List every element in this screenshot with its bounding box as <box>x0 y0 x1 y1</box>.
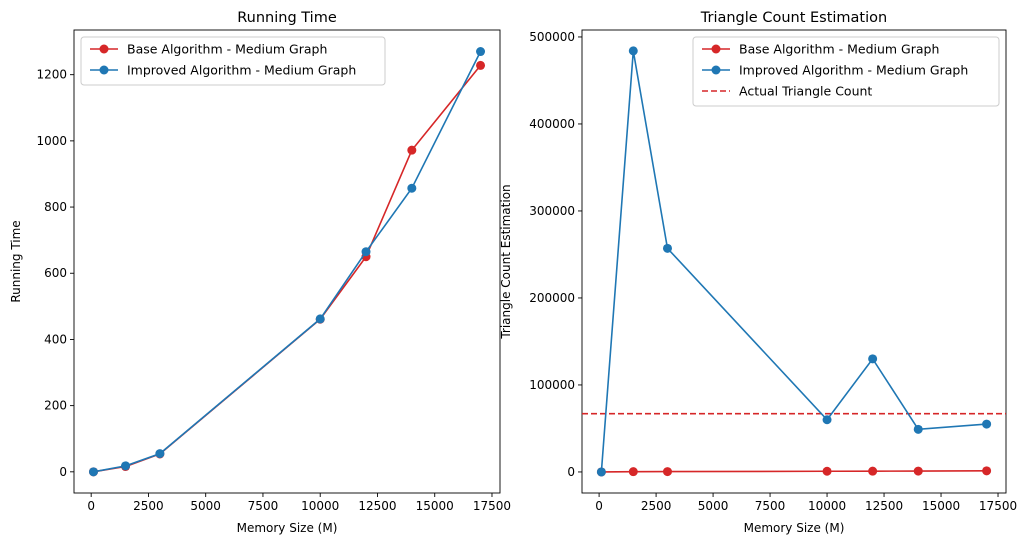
data-point <box>913 424 923 434</box>
y-tick-label: 400 <box>44 332 67 346</box>
running-time-chart: Running Time Memory Size (M) Running Tim… <box>9 10 511 535</box>
legend: Base Algorithm - Medium Graph Improved Al… <box>80 36 386 86</box>
data-point <box>407 145 417 155</box>
legend-box <box>80 36 386 86</box>
y-tick-label: 1200 <box>36 68 67 82</box>
y-tick-label: 300000 <box>529 204 575 218</box>
x-tick-label: 7500 <box>755 499 786 513</box>
x-tick-label: 0 <box>87 499 95 513</box>
legend-label: Improved Algorithm - Medium Graph <box>127 63 356 78</box>
legend-marker <box>99 44 109 54</box>
data-point <box>628 46 638 56</box>
legend-marker <box>711 65 721 75</box>
data-point <box>868 466 878 476</box>
data-point <box>476 47 486 57</box>
y-tick-label: 200 <box>44 399 67 413</box>
y-tick-label: 600 <box>44 266 67 280</box>
y-tick-label: 0 <box>59 465 67 479</box>
y-tick-label: 100000 <box>529 378 575 392</box>
series-line <box>601 470 987 473</box>
data-point <box>88 467 98 477</box>
x-tick-label: 5000 <box>698 499 729 513</box>
legend-label: Base Algorithm - Medium Graph <box>127 42 327 57</box>
data-point <box>662 243 672 253</box>
y-axis-label: Running Time <box>9 220 23 302</box>
data-point <box>315 314 325 324</box>
x-tick-label: 2500 <box>641 499 672 513</box>
data-point <box>868 354 878 364</box>
plot-frame <box>581 29 1007 494</box>
x-tick-label: 12500 <box>865 499 903 513</box>
data-point <box>913 466 923 476</box>
x-tick-label: 17500 <box>473 499 511 513</box>
data-point <box>361 247 371 257</box>
data-point <box>476 60 486 70</box>
series-line <box>93 64 482 473</box>
y-tick-label: 400000 <box>529 117 575 131</box>
y-axis-label: Triangle Count Estimation <box>499 184 513 339</box>
data-point <box>155 449 165 459</box>
data-point <box>407 183 417 193</box>
data-point <box>822 466 832 476</box>
x-tick-label: 10000 <box>301 499 339 513</box>
chart-title: Triangle Count Estimation <box>700 10 887 26</box>
x-tick-label: 2500 <box>133 499 164 513</box>
x-tick-label: 0 <box>595 499 603 513</box>
x-tick-label: 15000 <box>922 499 960 513</box>
x-axis-label: Memory Size (M) <box>744 521 845 535</box>
legend: Base Algorithm - Medium Graph Improved Al… <box>692 36 1000 107</box>
y-tick-label: 800 <box>44 200 67 214</box>
legend-box <box>692 36 1000 107</box>
data-point <box>121 461 131 471</box>
x-tick-label: 17500 <box>979 499 1017 513</box>
legend-marker <box>711 44 721 54</box>
legend-label: Improved Algorithm - Medium Graph <box>739 63 968 78</box>
data-point <box>982 466 992 476</box>
x-tick-label: 15000 <box>416 499 454 513</box>
y-tick-label: 500000 <box>529 30 575 44</box>
series-line <box>600 50 987 473</box>
legend-label: Actual Triangle Count <box>739 84 872 99</box>
data-point <box>822 415 832 425</box>
y-tick-label: 0 <box>567 465 575 479</box>
legend-label: Base Algorithm - Medium Graph <box>739 42 939 57</box>
y-tick-label: 200000 <box>529 291 575 305</box>
x-axis-label: Memory Size (M) <box>237 521 338 535</box>
triangle-count-chart: Triangle Count Estimation Memory Size (M… <box>499 10 1017 535</box>
series-line <box>93 51 482 473</box>
legend-marker <box>99 65 109 75</box>
data-point <box>596 467 606 477</box>
x-tick-label: 12500 <box>358 499 396 513</box>
x-tick-label: 5000 <box>190 499 221 513</box>
x-tick-label: 7500 <box>248 499 279 513</box>
plot-frame <box>73 29 501 494</box>
chart-title: Running Time <box>237 10 337 26</box>
data-point <box>628 467 638 477</box>
y-tick-label: 1000 <box>36 134 67 148</box>
x-tick-label: 10000 <box>808 499 846 513</box>
data-point <box>982 419 992 429</box>
data-point <box>662 467 672 477</box>
